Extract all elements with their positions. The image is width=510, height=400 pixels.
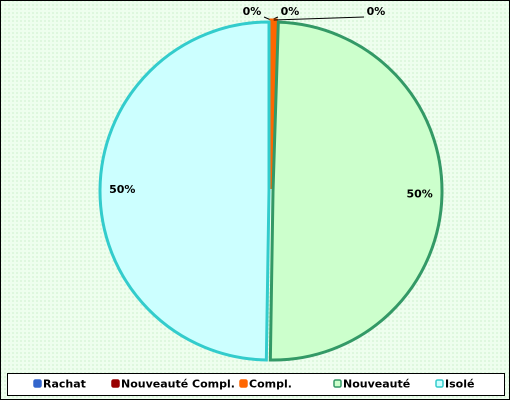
legend-label: Isolé — [445, 378, 474, 391]
legend-label: Compl. — [249, 378, 292, 391]
legend-label: Nouveauté Compl. — [121, 378, 235, 391]
pie-slice — [268, 20, 444, 362]
legend-swatch — [333, 379, 342, 388]
legend-box — [7, 373, 505, 396]
pie-slice — [98, 20, 271, 362]
legend-label: Nouveauté — [343, 378, 410, 391]
legend-swatch — [435, 379, 444, 388]
legend-swatch — [111, 379, 120, 388]
data-label: 0% — [281, 5, 300, 18]
leader-line — [273, 16, 365, 21]
data-label: 50% — [109, 183, 135, 196]
legend-swatch — [239, 379, 248, 388]
legend-label: Rachat — [43, 378, 86, 391]
data-label: 0% — [367, 5, 386, 18]
data-label: 0% — [243, 5, 262, 18]
legend-swatch — [33, 379, 42, 388]
data-label: 50% — [407, 188, 433, 201]
